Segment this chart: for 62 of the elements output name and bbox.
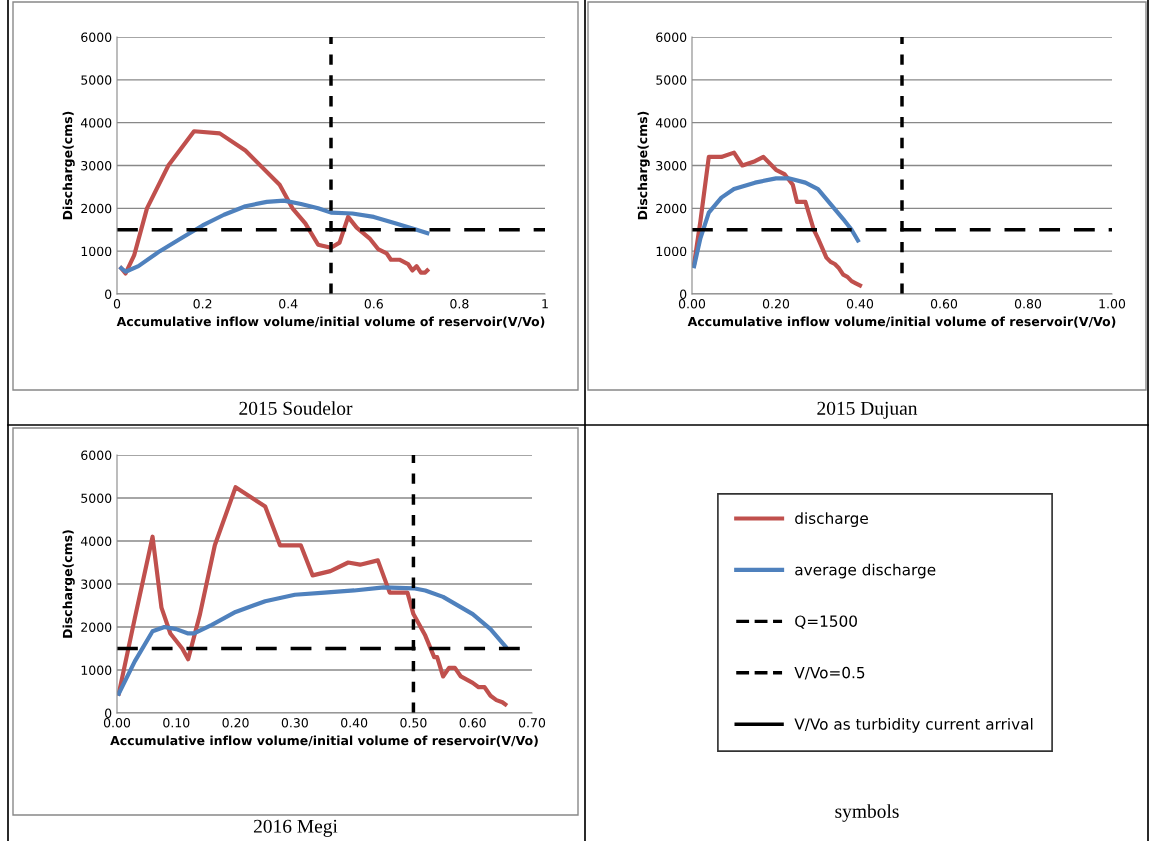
x-axis-title: Accumulative inflow volume/initial volume of reservoir(V/Vo) xyxy=(687,316,1116,328)
line-series xyxy=(119,129,430,276)
y-tick-label: 4000 xyxy=(80,536,112,546)
x-tick-label: 0.50 xyxy=(400,718,427,728)
text: 2016 Megi xyxy=(253,819,338,837)
text: 2015 Soudelor xyxy=(239,401,353,415)
y-tick-label: 2000 xyxy=(81,203,112,214)
y-tick-label: 0 xyxy=(105,289,112,299)
x-tick-label: 0.30 xyxy=(281,718,308,728)
x-tick-label: 0.6 xyxy=(364,299,383,309)
x-tick-label: 0.00 xyxy=(103,718,131,728)
y-tick-label: 5000 xyxy=(656,75,687,85)
y-tick-label: 6000 xyxy=(81,450,112,460)
x-tick-label: 0.8 xyxy=(450,299,469,309)
x-tick-label: 0.70 xyxy=(518,718,546,728)
text: V/Vo as turbidity current arrival xyxy=(794,718,1033,733)
x-tick-label: 0.20 xyxy=(762,299,790,309)
x-tick-label: 0.80 xyxy=(1014,299,1042,309)
y-axis-title: Discharge(cms) xyxy=(637,111,650,220)
x-tick-label: 0.60 xyxy=(459,718,486,728)
legend-label: Q=1500 xyxy=(795,615,857,629)
legend-label: discharge xyxy=(795,512,868,527)
y-tick-label: 0 xyxy=(105,708,112,718)
line-series xyxy=(117,485,508,707)
x-tick-label: 1.00 xyxy=(1099,299,1126,309)
y-tick-label: 0 xyxy=(680,289,687,299)
y-tick-label: 5000 xyxy=(81,493,112,503)
x-tick-label: 0 xyxy=(113,299,121,309)
y-tick-label: 2000 xyxy=(81,622,112,632)
y-tick-label: 3000 xyxy=(81,160,112,171)
y-tick-label: 4000 xyxy=(80,118,112,128)
text: 2015 Dujuan xyxy=(817,401,918,419)
y-tick-label: 5000 xyxy=(81,75,112,85)
y-axis-title: Discharge(cms) xyxy=(62,530,75,638)
y-tick-label: 3000 xyxy=(81,579,112,589)
y-tick-label: 1000 xyxy=(81,665,112,675)
x-tick-label: 0.40 xyxy=(846,299,874,309)
y-axis-title: Discharge(cms) xyxy=(62,111,75,220)
x-tick-label: 0.20 xyxy=(222,718,249,728)
line-series xyxy=(692,176,860,269)
y-tick-label: 4000 xyxy=(655,118,687,128)
x-tick-label: 0.4 xyxy=(279,299,298,309)
line-series xyxy=(117,585,508,696)
x-tick-label: 1 xyxy=(542,299,548,309)
legend-label: average discharge xyxy=(795,563,936,579)
line-series xyxy=(692,150,863,288)
y-tick-label: 2000 xyxy=(656,203,687,214)
x-axis-title: Accumulative inflow volume/initial volume of reservoir(V/Vo) xyxy=(110,735,538,747)
y-tick-label: 1000 xyxy=(81,246,112,257)
legend-label: V/Vo=0.5 xyxy=(794,666,865,680)
x-tick-label: 0.60 xyxy=(930,299,958,309)
y-tick-label: 6000 xyxy=(81,32,112,42)
x-axis-title: Accumulative inflow volume/initial volume of reservoir(V/Vo) xyxy=(116,316,545,328)
y-tick-label: 6000 xyxy=(656,32,687,42)
x-tick-label: 0.10 xyxy=(163,718,190,728)
text: symbols xyxy=(835,804,899,822)
line-series xyxy=(119,198,430,274)
y-tick-label: 3000 xyxy=(656,160,687,171)
x-tick-label: 0.2 xyxy=(193,299,212,309)
y-tick-label: 1000 xyxy=(656,246,687,257)
x-tick-label: 0.40 xyxy=(341,718,368,728)
x-tick-label: 0.00 xyxy=(678,299,706,309)
